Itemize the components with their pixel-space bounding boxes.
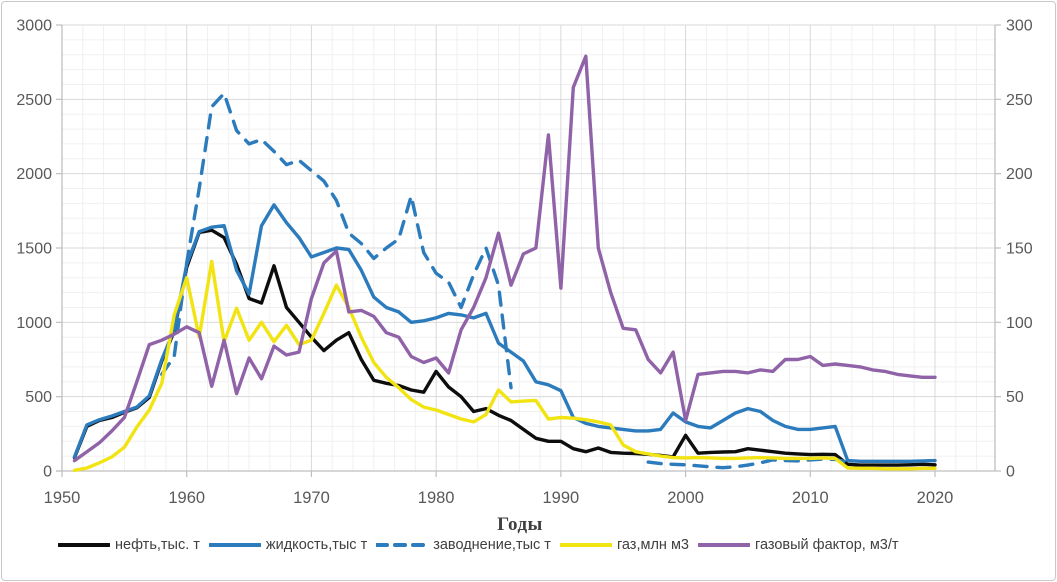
legend-item-gas-factor: газовый фактор, м3/т xyxy=(697,537,899,553)
x-axis-tick-label: 2010 xyxy=(792,489,829,507)
y-axis-right-tick-label: 250 xyxy=(1006,92,1033,109)
legend-label-liquid: жидкость,тыс т xyxy=(265,537,368,553)
legend-label-gas: газ,млн м3 xyxy=(616,537,689,553)
y-axis-left-tick-label: 500 xyxy=(25,389,52,406)
x-axis-tick-label: 1960 xyxy=(168,489,205,507)
y-axis-left-tick-label: 1500 xyxy=(16,241,52,258)
legend-item-liquid: жидкость,тыс т xyxy=(208,537,368,553)
y-axis-right-tick-label: 100 xyxy=(1006,315,1033,332)
legend: нефть,тыс. т жидкость,тыс т заводнение,т… xyxy=(58,533,1008,557)
y-axis-left-tick-label: 1000 xyxy=(16,315,52,332)
x-axis-tick-label: 1980 xyxy=(418,489,455,507)
series-line-1 xyxy=(72,203,937,463)
gas-factor-line-swatch-icon xyxy=(697,541,750,549)
y-axis-right-tick-label: 300 xyxy=(1006,18,1033,35)
y-axis-right-tick-label: 200 xyxy=(1006,166,1033,183)
y-axis-right-tick-label: 50 xyxy=(1006,389,1024,406)
legend-label-gas-factor: газовый фактор, м3/т xyxy=(754,537,899,553)
x-axis-tick-label: 1970 xyxy=(293,489,330,507)
legend-item-oil: нефть,тыс. т xyxy=(58,537,200,553)
legend-item-waterflood: заводнение,тыс т xyxy=(376,537,551,553)
y-axis-left-tick-label: 2000 xyxy=(16,166,52,183)
gas-line-swatch-icon xyxy=(559,541,612,549)
waterflood-dashed-swatch-icon xyxy=(376,541,429,549)
x-axis-tick-label: 2020 xyxy=(917,489,954,507)
legend-item-gas: газ,млн м3 xyxy=(559,537,689,553)
x-axis-tick-label: 1990 xyxy=(542,489,579,507)
legend-label-oil: нефть,тыс. т xyxy=(115,537,200,553)
series-line-4 xyxy=(72,54,937,463)
oil-line-swatch-icon xyxy=(58,541,110,549)
series-line-0 xyxy=(72,228,937,467)
liquid-line-swatch-icon xyxy=(208,541,261,549)
y-axis-left-tick-label: 2500 xyxy=(16,92,52,109)
x-axis-tick-label: 2000 xyxy=(667,489,704,507)
x-axis-tick-label: 1950 xyxy=(44,489,81,507)
y-axis-right-tick-label: 0 xyxy=(1006,464,1015,481)
series-line-3 xyxy=(72,259,937,472)
y-axis-right-tick-label: 150 xyxy=(1006,241,1033,258)
legend-label-waterflood: заводнение,тыс т xyxy=(433,537,551,553)
y-axis-left-tick-label: 3000 xyxy=(16,18,52,35)
y-axis-left-tick-label: 0 xyxy=(43,464,52,481)
